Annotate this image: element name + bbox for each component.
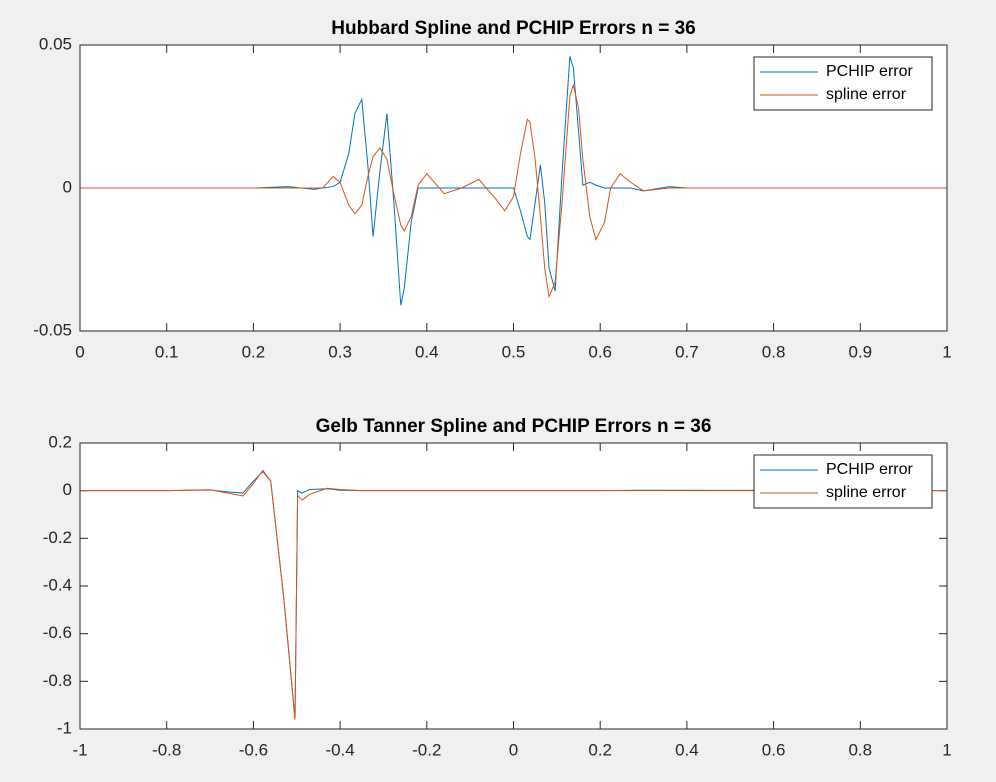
x-tick-label: 0.1 xyxy=(155,342,179,361)
x-tick-label: 0.6 xyxy=(762,740,786,759)
x-tick-label: 0.7 xyxy=(675,342,699,361)
legend-label: PCHIP error xyxy=(826,461,914,478)
y-tick-label: -0.4 xyxy=(43,575,72,594)
series-line xyxy=(80,56,947,306)
x-tick-label: 0 xyxy=(509,740,518,759)
x-tick-label: 0.5 xyxy=(502,342,526,361)
x-tick-label: 0.4 xyxy=(415,342,439,361)
x-tick-label: 0.9 xyxy=(848,342,872,361)
y-tick-label: -0.2 xyxy=(43,528,72,547)
series-line xyxy=(80,83,947,299)
y-tick-label: 0 xyxy=(63,177,72,196)
axes-box xyxy=(79,442,948,730)
legend-label: spline error xyxy=(826,86,907,103)
y-tick-label: -1 xyxy=(57,718,72,737)
x-tick-label: -0.2 xyxy=(412,740,441,759)
x-tick-label: -1 xyxy=(72,740,87,759)
x-tick-label: -0.4 xyxy=(325,740,354,759)
axes-box xyxy=(79,44,948,332)
x-tick-label: 0.2 xyxy=(242,342,266,361)
x-tick-label: 0.8 xyxy=(848,740,872,759)
x-tick-label: -0.8 xyxy=(152,740,181,759)
x-tick-label: 0.8 xyxy=(762,342,786,361)
y-tick-label: 0.2 xyxy=(48,432,72,451)
x-tick-label: 1 xyxy=(942,342,951,361)
x-tick-label: 0.2 xyxy=(588,740,612,759)
x-tick-label: 1 xyxy=(942,740,951,759)
y-tick-label: -0.6 xyxy=(43,623,72,642)
y-tick-label: -0.05 xyxy=(33,320,72,339)
x-tick-label: 0.4 xyxy=(675,740,699,759)
x-tick-label: 0.6 xyxy=(588,342,612,361)
x-tick-label: 0.3 xyxy=(328,342,352,361)
chart-title: Gelb Tanner Spline and PCHIP Errors n = … xyxy=(316,416,712,437)
chart-title: Hubbard Spline and PCHIP Errors n = 36 xyxy=(331,18,695,39)
y-tick-label: 0.05 xyxy=(39,34,72,53)
y-tick-label: 0 xyxy=(63,480,72,499)
series-line xyxy=(80,469,947,720)
legend-box xyxy=(753,56,933,111)
x-tick-label: 0 xyxy=(75,342,84,361)
legend-label: PCHIP error xyxy=(826,63,914,80)
legend-label: spline error xyxy=(826,484,907,501)
y-tick-label: -0.8 xyxy=(43,671,72,690)
x-tick-label: -0.6 xyxy=(239,740,268,759)
legend-box xyxy=(753,454,933,509)
